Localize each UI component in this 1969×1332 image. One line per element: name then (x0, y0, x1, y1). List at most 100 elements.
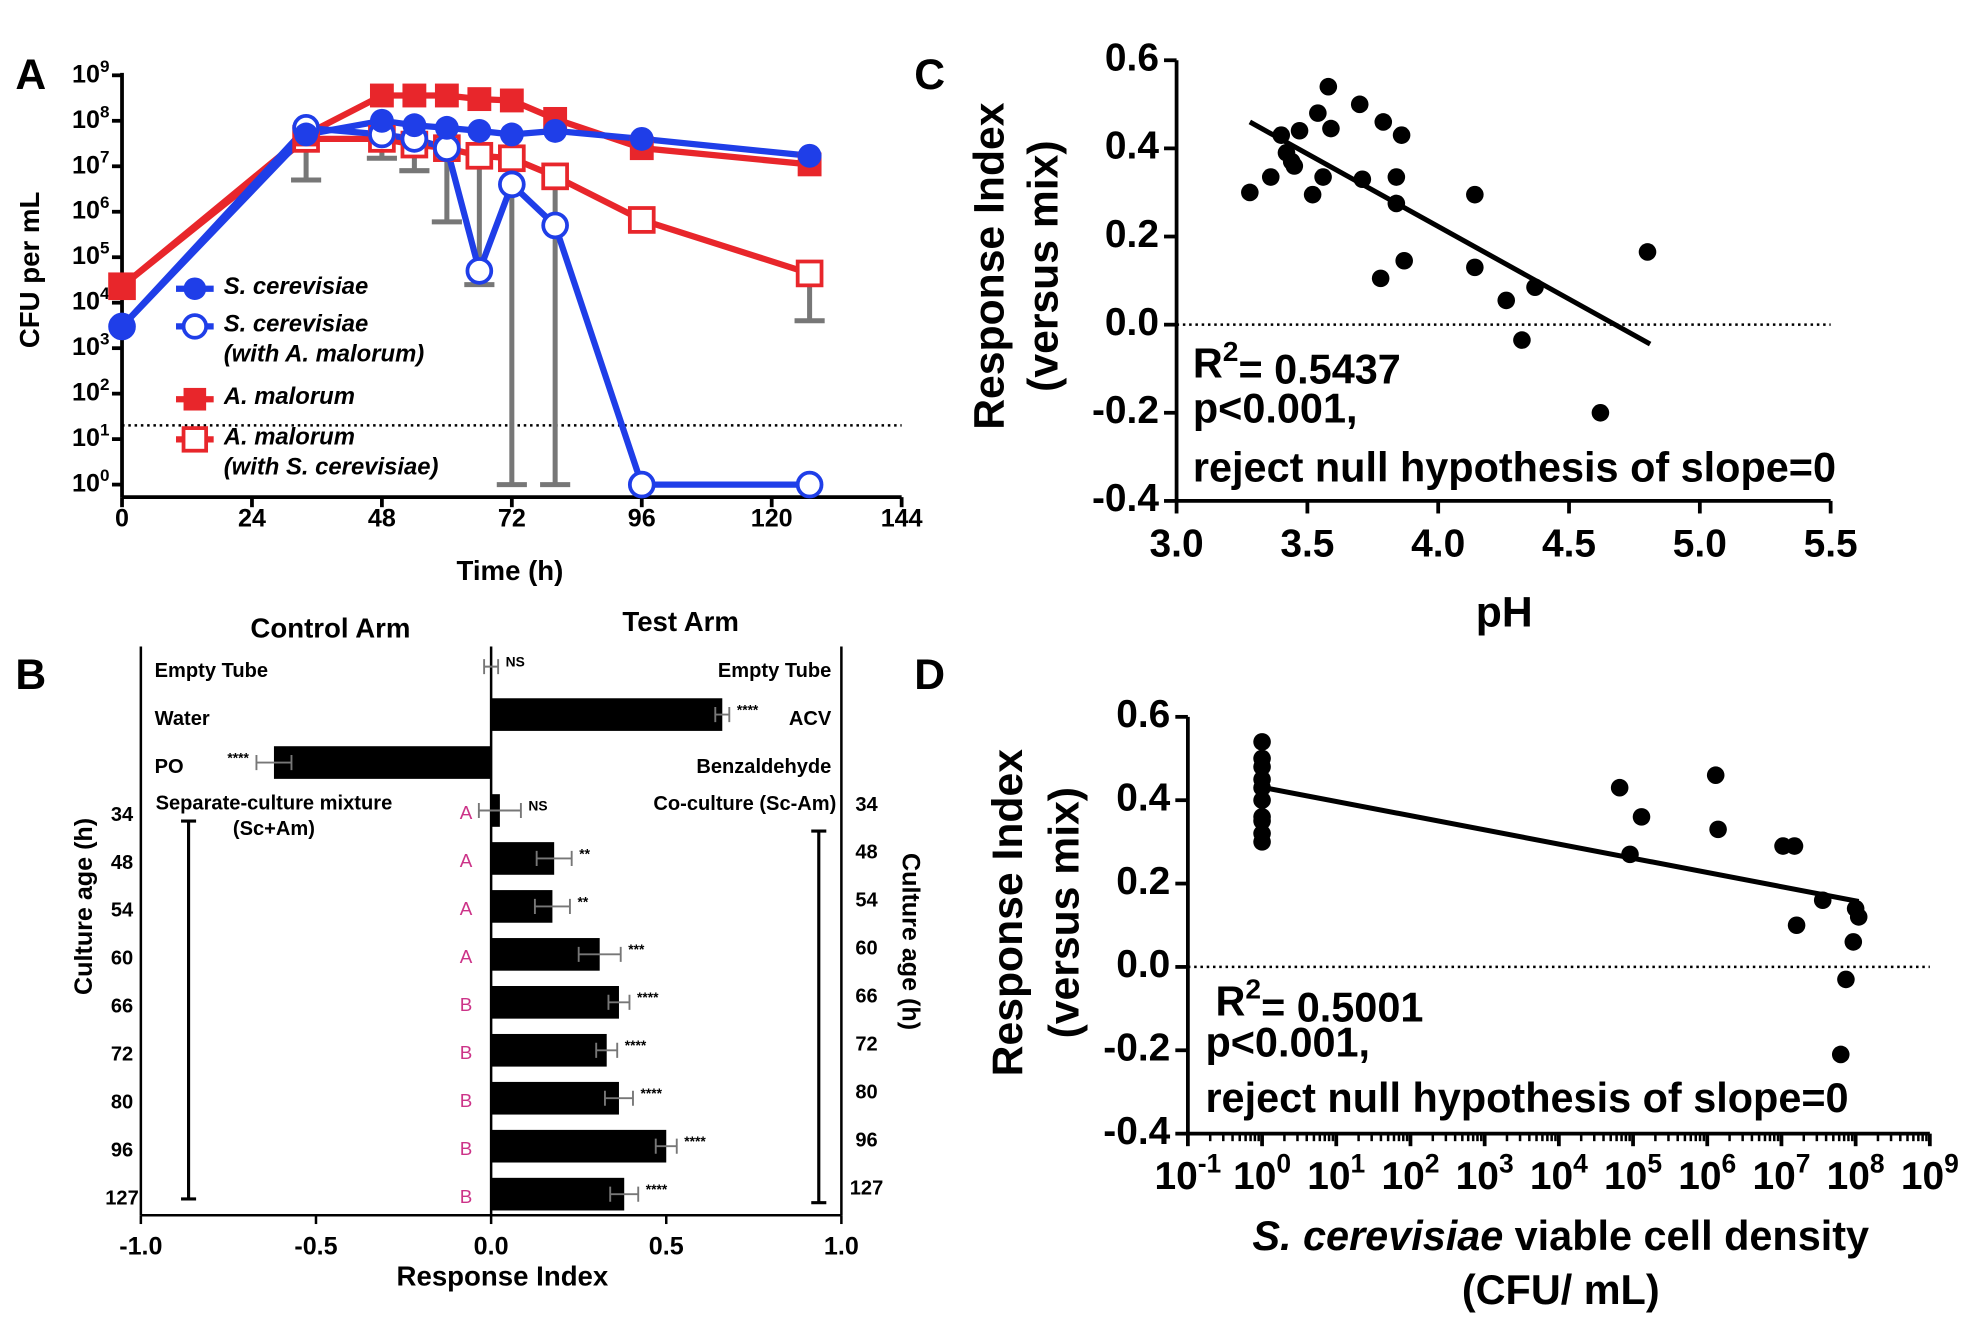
x-tick-label-base: 10 (1827, 1155, 1870, 1198)
y-tick-label: 0.0 (1116, 943, 1170, 986)
point (1282, 152, 1301, 171)
x-tick-label-base: 10 (1901, 1155, 1944, 1198)
series-line (119, 117, 810, 329)
x-tick-label: 72 (498, 504, 526, 532)
x-axis-label-rest: viable cell density (1515, 1213, 1869, 1259)
marker (433, 134, 461, 162)
error-bar (595, 1042, 619, 1058)
point (1322, 119, 1340, 138)
row-label-right: 80 (855, 1082, 877, 1104)
point (1253, 833, 1271, 851)
x-tick-label-exp: 3 (1499, 1149, 1514, 1179)
y-tick-label-exp: 2 (100, 375, 110, 394)
bar (491, 986, 619, 1019)
row-label-left: 60 (111, 948, 133, 970)
y-tick-label-base: 10 (72, 469, 100, 497)
row-label-left: Water (155, 708, 210, 730)
significance: **** (637, 990, 659, 1005)
significance: ** (579, 846, 590, 861)
x-tick-label-exp: 2 (1425, 1149, 1440, 1179)
y-axis-label: CFU per mL (14, 192, 45, 349)
x-tick-label-exp: 0 (1276, 1149, 1291, 1179)
row-label-left: 127 (105, 1187, 138, 1209)
y-tick-label: 105 (72, 238, 110, 270)
y-tick-label-exp: 3 (100, 329, 110, 348)
point (1371, 269, 1390, 288)
marker (629, 126, 654, 151)
x-tick-label-base: 10 (1530, 1155, 1573, 1198)
y-tick-label-base: 10 (72, 60, 100, 88)
x-tick-label: 108 (1827, 1149, 1885, 1199)
x-tick-label: 0 (115, 504, 129, 532)
marker (499, 88, 524, 113)
group-letter: A (460, 898, 473, 919)
y-axis-label: (versus mix) (1041, 787, 1089, 1038)
row-label-left: PO (155, 756, 184, 778)
group-letter: B (460, 994, 473, 1015)
x-axis-label-italic: S. cerevisiae (1252, 1213, 1503, 1259)
x-tick-label: -1.0 (119, 1233, 162, 1261)
x-tick-label: 5.5 (1804, 522, 1858, 565)
y-tick-label-exp: 4 (100, 284, 110, 303)
group-letter: A (460, 850, 473, 871)
arm-title: Control Arm (250, 613, 410, 644)
x-tick-label: 144 (881, 504, 923, 532)
error-bar (604, 1090, 634, 1106)
marker (402, 113, 427, 138)
error-bar (577, 946, 622, 962)
y-tick-label-base: 10 (72, 105, 100, 133)
x-tick-label-base: 10 (1381, 1155, 1424, 1198)
y-tick-label: 107 (72, 147, 109, 179)
marker (110, 274, 134, 299)
row-label-right: 66 (855, 986, 877, 1008)
r-squared: R2= 0.5437 (1193, 335, 1401, 392)
group-letter: B (460, 1186, 473, 1207)
fit-line (1248, 119, 1652, 347)
y-tick-label-exp: 8 (100, 102, 110, 121)
point (1253, 812, 1271, 830)
x-tick-label: 24 (238, 504, 266, 532)
point (1303, 185, 1322, 204)
significance: *** (628, 942, 645, 957)
y-tick-label-base: 10 (72, 287, 100, 315)
x-axis-label: Time (h) (457, 555, 564, 586)
marker (543, 118, 568, 143)
error-bar (496, 184, 527, 488)
arm-title: Test Arm (622, 606, 739, 637)
point (1831, 1045, 1850, 1064)
x-tick-label: 105 (1604, 1149, 1662, 1199)
point (1709, 820, 1727, 839)
x-tick-label: 3.0 (1150, 522, 1204, 565)
bracket (811, 829, 827, 1205)
panel-letter: A (15, 51, 46, 99)
x-tick-label: 0.0 (474, 1233, 509, 1261)
point (1261, 168, 1280, 186)
marker (294, 122, 319, 147)
y-tick-label-exp: 9 (100, 56, 110, 75)
row-label-left: 80 (111, 1092, 133, 1114)
y-tick-label: 100 (72, 466, 109, 498)
legend-label-box: A. malorum (224, 384, 355, 410)
x-tick-label-exp: 5 (1647, 1149, 1662, 1179)
x-tick-label: 10-1 (1154, 1149, 1221, 1199)
y-tick-label: 108 (72, 102, 109, 134)
y-tick-label: -0.2 (1103, 1027, 1170, 1070)
significance: **** (737, 702, 759, 717)
group-letter: B (460, 1090, 473, 1111)
marker (467, 118, 492, 143)
x-tick-label-exp: 4 (1573, 1149, 1588, 1179)
series-line (120, 92, 810, 289)
point (1253, 758, 1271, 776)
annotation: p<0.001, (1193, 386, 1358, 432)
annotation: reject null hypothesis of slope=0 (1205, 1075, 1848, 1121)
marker (795, 470, 824, 499)
y-tick-label-base: 10 (72, 378, 100, 406)
y-tick-label-base: 10 (72, 196, 100, 224)
y-tick-label: -0.4 (1103, 1110, 1170, 1153)
x-tick-label: -0.5 (294, 1233, 337, 1261)
point (1632, 808, 1651, 826)
y-tick-label-exp: 0 (100, 466, 110, 485)
bracket (181, 819, 197, 1201)
row-label-left: 34 (111, 804, 134, 826)
